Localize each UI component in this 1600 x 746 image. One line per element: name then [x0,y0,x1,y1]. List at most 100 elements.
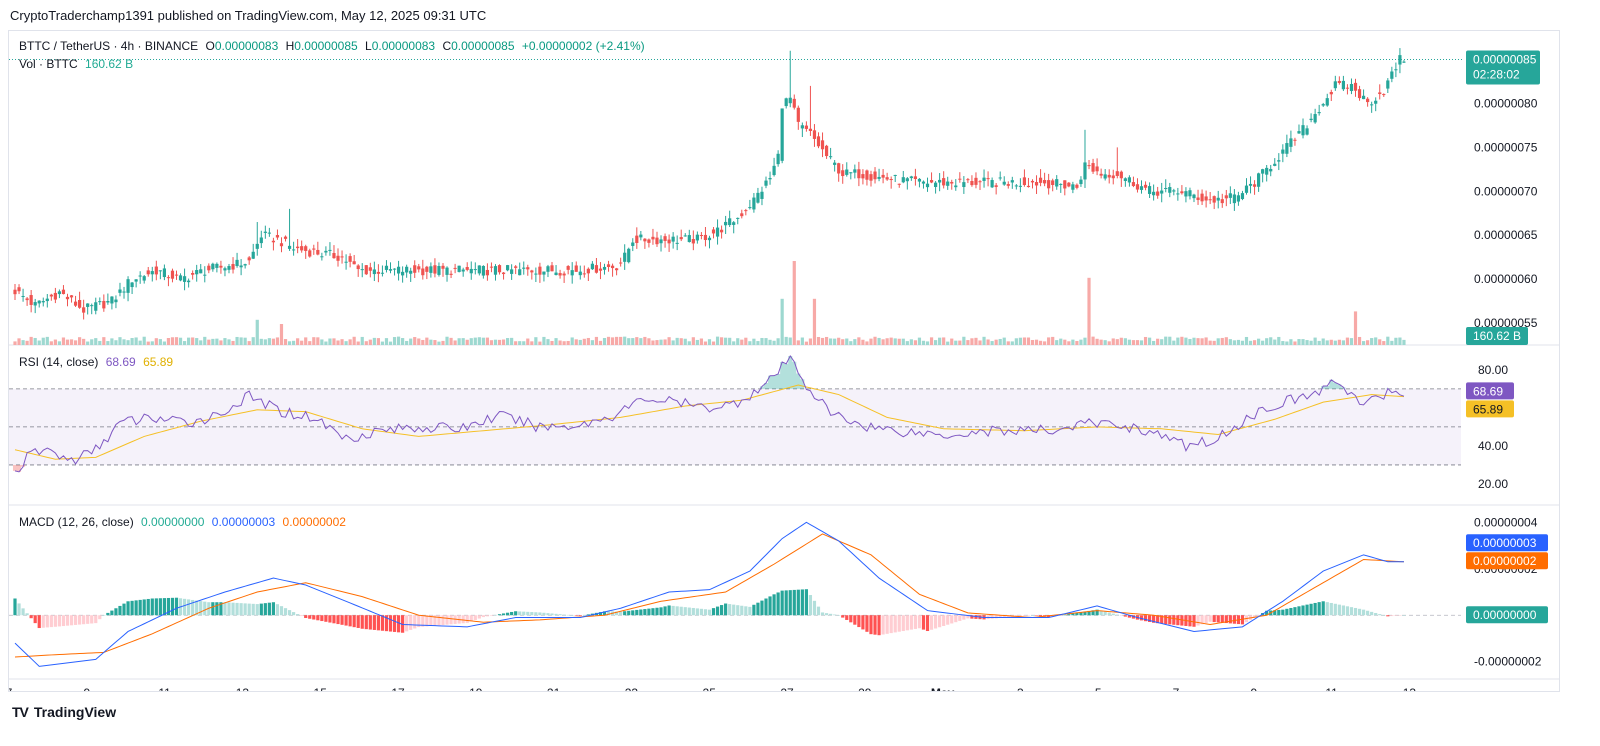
macd-histogram-bar [667,605,671,616]
macd-histogram-bar [1390,615,1394,617]
macd-histogram-bar [1208,615,1212,622]
macd-histogram-bar [776,592,780,616]
candle-body [792,98,796,108]
macd-histogram-bar [780,590,784,616]
macd-histogram-bar [1083,611,1087,616]
change-value: +0.00000002 (+2.41%) [521,39,645,53]
macd-histogram-bar [639,609,643,616]
volume-bar [849,341,853,345]
volume-bar [437,341,441,345]
macd-legend-label[interactable]: MACD (12, 26, close) [19,515,134,529]
macd-histogram-bar [671,605,675,616]
macd-histogram-bar [45,615,49,628]
candle-body [396,266,401,274]
open-label: O [205,39,215,53]
candle-body [986,178,990,180]
macd-histogram-bar [1164,615,1168,624]
candle-body [881,174,885,178]
candle-body [1172,190,1176,192]
candle-body [1265,167,1269,175]
candle-body [1200,193,1204,202]
candle-body [1394,69,1398,71]
macd-histogram-bar [1265,610,1269,616]
volume-bar [788,337,792,345]
time-axis-tick: 7 [1173,686,1180,691]
candle-body [1139,186,1144,190]
candle-body [255,243,259,249]
macd-histogram-bar [752,604,756,616]
chart-canvas[interactable]: 0.00000080 0.00000075 0.00000070 0.00000065… [9,31,1559,691]
signal-badge-text: 0.00000002 [1473,554,1537,568]
candle-body [1156,191,1160,196]
volume-bar [740,339,744,345]
volume-bar [150,341,154,345]
macd-histogram-bar [1240,615,1245,625]
macd-histogram-bar [938,615,942,628]
macd-histogram-bar [223,602,227,616]
candle-body [203,274,207,276]
candle-body [1143,184,1148,188]
volume-bar [316,337,320,345]
macd-histogram-bar [1333,603,1337,616]
macd-histogram-bar [292,612,296,616]
candle-body [1103,174,1107,179]
candle-body [441,265,445,269]
volume-bar [1329,339,1333,345]
volume-bar [841,339,845,345]
macd-histogram-bar [1127,615,1131,618]
macd-histogram-bar [328,615,332,623]
rsi-legend-label[interactable]: RSI (14, close) [19,355,99,369]
candle-body [990,180,994,188]
candle-body [610,265,615,269]
time-axis-tick: 29 [858,686,872,691]
volume-bar [1067,341,1071,345]
volume-bar [1002,337,1006,345]
candle-body [1228,193,1232,198]
volume-bar [542,336,546,345]
candle-body [110,296,114,304]
candle-body [760,191,764,199]
macd-histogram-bar [271,602,276,616]
symbol-label[interactable]: BTTC / TetherUS · 4h · BINANCE [19,39,199,53]
volume-bar [1164,336,1168,345]
candle-body [1038,177,1043,183]
candle-body [796,107,800,122]
macd-histogram-bar [1257,615,1261,616]
macd-histogram-bar [1277,609,1281,616]
chart-frame[interactable]: 0.00000080 0.00000075 0.00000070 0.00000065… [8,30,1560,692]
rsi-axis-tick: 80.00 [1478,363,1508,377]
volume-bar [1180,336,1184,345]
volume-bar [808,338,813,345]
price-legend: BTTC / TetherUS · 4h · BINANCE O0.000000… [19,39,649,53]
candle-body [41,301,45,303]
candle-body [300,246,304,251]
tradingview-brand[interactable]: TV TradingView [12,704,116,720]
volume-bar [263,339,267,345]
macd-histogram-bar [522,611,526,616]
macd-histogram-bar [102,615,106,616]
volume-bar [998,338,1002,345]
volume-bar [497,339,502,345]
volume-bar [473,337,477,345]
macd-histogram-bar [138,599,142,616]
volume-bar [445,336,449,345]
macd-histogram-bar [885,615,889,634]
candle-body [1147,186,1152,194]
close-label: C [442,39,452,53]
volume-legend-label[interactable]: Vol · BTTC [19,57,78,71]
macd-histogram-bar [82,615,86,625]
macd-histogram-bar [1374,612,1378,616]
volume-bar [1095,338,1099,345]
macd-histogram-bar [1353,607,1358,616]
candle-body [768,178,772,180]
volume-bar [1261,340,1265,345]
candle-body [1212,196,1216,203]
volume-bar [17,338,21,345]
macd-histogram-bar [473,615,477,620]
candle-body [659,239,663,244]
candle-body [1236,195,1241,202]
candle-body [316,249,320,255]
macd-histogram-bar [1038,615,1043,617]
macd-histogram-bar [534,612,538,616]
candle-body [929,180,934,183]
